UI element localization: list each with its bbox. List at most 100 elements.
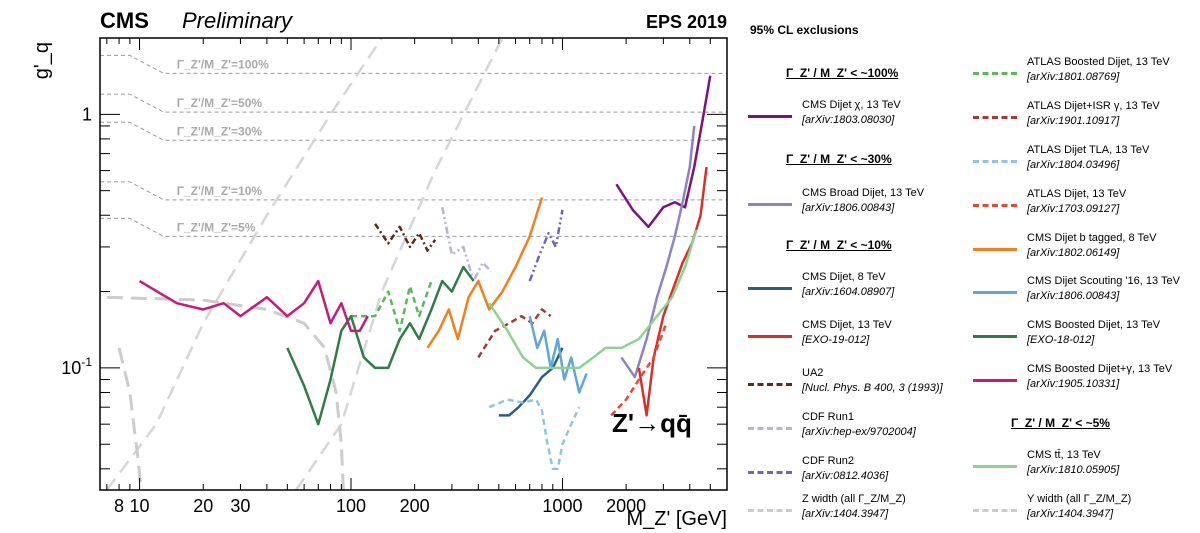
legend-label: CMS Dijet χ, 13 TeV [arXiv:1803.08030] (802, 99, 901, 126)
legend-swatch (748, 115, 792, 118)
series-atlas-dijet-tla-13-tev (488, 398, 581, 471)
series-cms-broad-dijet-13-tev (620, 125, 696, 379)
legend-label: UA2 [Nucl. Phys. B 400, 3 (1993)] (802, 367, 943, 394)
x-axis-label: M_Z' [GeV] (626, 508, 727, 530)
legend-swatch (973, 509, 1017, 512)
series-cdf-run2 (528, 209, 564, 282)
series-cms-tt-13-tev (488, 229, 698, 370)
series-cms-dijet-13-tev (637, 166, 708, 417)
series-cms-dijet-b-tagged-8-tev (426, 197, 544, 349)
legend-entry-cms-dijet-13-tev: CMS Dijet χ, 13 TeV [arXiv:1803.08030] (740, 98, 965, 138)
y-tick-label: 1 (82, 104, 92, 124)
legend-entry-cms-broad-dijet-13-tev: CMS Broad Dijet, 13 TeV [arXiv:1806.00843… (740, 186, 965, 226)
legend-group-header: Γ_Z' / M_Z' < ~100% (786, 66, 899, 80)
width-label: Γ_Z'/M_Z'=5% (177, 220, 256, 234)
cms-label: CMS (100, 8, 149, 33)
x-tick-label: 10 (130, 496, 150, 516)
process-label: Z'→qq̄ (612, 408, 692, 438)
legend-label: ATLAS Dijet TLA, 13 TeV [arXiv:1804.03496… (1027, 144, 1150, 171)
width-label: Γ_Z'/M_Z'=50% (177, 96, 263, 110)
legend-title: 95% CL exclusions (750, 23, 859, 37)
legend-entry-atlas-dijet-isr-13-tev: ATLAS Dijet+ISR γ, 13 TeV [arXiv:1901.109… (965, 99, 1190, 139)
legend-label: CMS Broad Dijet, 13 TeV [arXiv:1806.00843… (802, 187, 925, 214)
legend-entry-atlas-dijet-tla-13-tev: ATLAS Dijet TLA, 13 TeV [arXiv:1804.03496… (965, 143, 1190, 183)
legend-label: CMS Dijet, 8 TeV [arXiv:1604.08907] (802, 271, 895, 298)
series-atlas-boosted-dijet-13-tev (351, 280, 433, 333)
legend-entry-cms-dijet-8-tev: CMS Dijet, 8 TeV [arXiv:1604.08907] (740, 270, 965, 310)
legend-entry-width-all-z-m-z: Υ width (all Γ_Z/M_Z) [arXiv:1404.3947] (965, 492, 1190, 532)
legend-label: CMS Boosted Dijet, 13 TeV [EXO-18-012] (1027, 319, 1161, 346)
legend-entry-cms-boosted-dijet-13-tev: CMS Boosted Dijet+γ, 13 TeV [arXiv:1905.1… (965, 362, 1190, 402)
legend-label: ATLAS Boosted Dijet, 13 TeV [arXiv:1801.0… (1027, 56, 1170, 83)
width-label: Γ_Z'/M_Z'=10% (177, 184, 263, 198)
y-axis-label: g'_q (31, 42, 53, 79)
x-tick-label: 200 (400, 496, 430, 516)
x-tick-label: 100 (336, 496, 366, 516)
series-cms-boosted-dijet-13-tev (138, 279, 369, 333)
legend-group-header: Γ_Z' / M_Z' < ~30% (786, 152, 892, 166)
legend-swatch (748, 203, 792, 206)
legend-label: CDF Run1 [arXiv:hep-ex/9702004] (802, 411, 916, 438)
width-gridlines: Γ_Z'/M_Z'=100% Γ_Z'/M_Z'=50% Γ_Z'/M_Z'=30%… (100, 54, 727, 237)
conference-label: EPS 2019 (646, 12, 727, 32)
series-atlas-dijet-13-tev (610, 322, 668, 417)
x-tick-label: 8 (114, 496, 124, 516)
width-label: Γ_Z'/M_Z'=100% (177, 57, 269, 71)
legend-entry-atlas-boosted-dijet-13-tev: ATLAS Boosted Dijet, 13 TeV [arXiv:1801.0… (965, 55, 1190, 95)
legend-entry-cdf-run1: CDF Run1 [arXiv:hep-ex/9702004] (740, 410, 965, 450)
x-tick-label: 30 (230, 496, 250, 516)
legend-label: CMS Dijet, 13 TeV [EXO-19-012] (802, 319, 892, 346)
series-layer (106, 75, 712, 491)
series-cms-dijet-scouting-16-13-tev (528, 315, 588, 394)
series-z-width-all-z-m-z (106, 295, 345, 491)
legend-entry-cdf-run2: CDF Run2 [arXiv:0812.4036] (740, 454, 965, 494)
series-atlas-dijet-isr-13-tev (477, 308, 552, 359)
plot-frame (99, 37, 728, 491)
legend-label: Z width (all Γ_Z/M_Z) [arXiv:1404.3947] (802, 493, 906, 520)
x-tick-label: 1000 (542, 496, 582, 516)
preliminary-label: Preliminary (182, 8, 294, 33)
bound-curve-0 (105, 37, 383, 491)
legend-swatch (973, 291, 1017, 294)
x-tick-label: 20 (193, 496, 213, 516)
legend-swatch (748, 509, 792, 512)
legend-group-header: Γ_Z' / M_Z' < ~5% (1011, 416, 1110, 430)
legend-entry-cms-boosted-dijet-13-tev: CMS Boosted Dijet, 13 TeV [EXO-18-012] (965, 318, 1190, 358)
legend-swatch (973, 116, 1017, 119)
legend-swatch (748, 383, 792, 386)
legend-entry-cms-dijet-b-tagged-8-tev: CMS Dijet b tagged, 8 TeV [arXiv:1802.061… (965, 231, 1190, 271)
legend-swatch (748, 335, 792, 338)
legend-swatch (973, 72, 1017, 75)
legend-entry-cms-dijet-13-tev: CMS Dijet, 13 TeV [EXO-19-012] (740, 318, 965, 358)
legend-label: ATLAS Dijet+ISR γ, 13 TeV [arXiv:1901.109… (1027, 100, 1160, 127)
axis-labels: 8 10 20 30 100 200 1000 2000 1 10-1 M_Z' [GeV] g'_q (31, 42, 727, 530)
series-cdf-run1 (440, 207, 493, 283)
legend-swatch (748, 287, 792, 290)
legend-label: Υ width (all Γ_Z/M_Z) [arXiv:1404.3947] (1027, 493, 1132, 520)
legend: 95% CL exclusions Γ_Z' / M_Z' < ~100% CMS… (740, 0, 1200, 533)
legend-group-header: Γ_Z' / M_Z' < ~10% (786, 238, 892, 252)
series-width-all-z-m-z (117, 347, 143, 491)
legend-swatch (973, 248, 1017, 251)
legend-label: CMS Boosted Dijet+γ, 13 TeV [arXiv:1905.1… (1027, 363, 1173, 390)
axis-ticks (100, 37, 728, 490)
legend-label: CDF Run2 [arXiv:0812.4036] (802, 455, 889, 482)
series-ua2 (374, 223, 437, 252)
chart-plot: Γ_Z'/M_Z'=100% Γ_Z'/M_Z'=50% Γ_Z'/M_Z'=30%… (31, 8, 728, 530)
legend-label: CMS Dijet b tagged, 8 TeV [arXiv:1802.061… (1027, 232, 1157, 259)
legend-label: CMS tt̄, 13 TeV [arXiv:1810.05905] (1027, 449, 1120, 476)
bound-curve-1 (295, 37, 504, 491)
x-tick-label: 2000 (606, 496, 646, 516)
legend-swatch (973, 379, 1017, 382)
legend-entry-cms-dijet-scouting-16-13-tev: CMS Dijet Scouting '16, 13 TeV [arXiv:180… (965, 274, 1190, 314)
legend-entry-z-width-all-z-m-z: Z width (all Γ_Z/M_Z) [arXiv:1404.3947] (740, 492, 965, 532)
legend-swatch (748, 471, 792, 474)
legend-label: CMS Dijet Scouting '16, 13 TeV [arXiv:180… (1027, 275, 1180, 302)
legend-label: ATLAS Dijet, 13 TeV [arXiv:1703.09127] (1027, 188, 1127, 215)
legend-swatch (748, 427, 792, 430)
perturbativity-bounds (105, 37, 504, 491)
legend-swatch (973, 465, 1017, 468)
y-tick-label: 10-1 (61, 355, 92, 378)
legend-entry-atlas-dijet-13-tev: ATLAS Dijet, 13 TeV [arXiv:1703.09127] (965, 187, 1190, 227)
legend-entry-cms-tt-13-tev: CMS tt̄, 13 TeV [arXiv:1810.05905] (965, 448, 1190, 488)
